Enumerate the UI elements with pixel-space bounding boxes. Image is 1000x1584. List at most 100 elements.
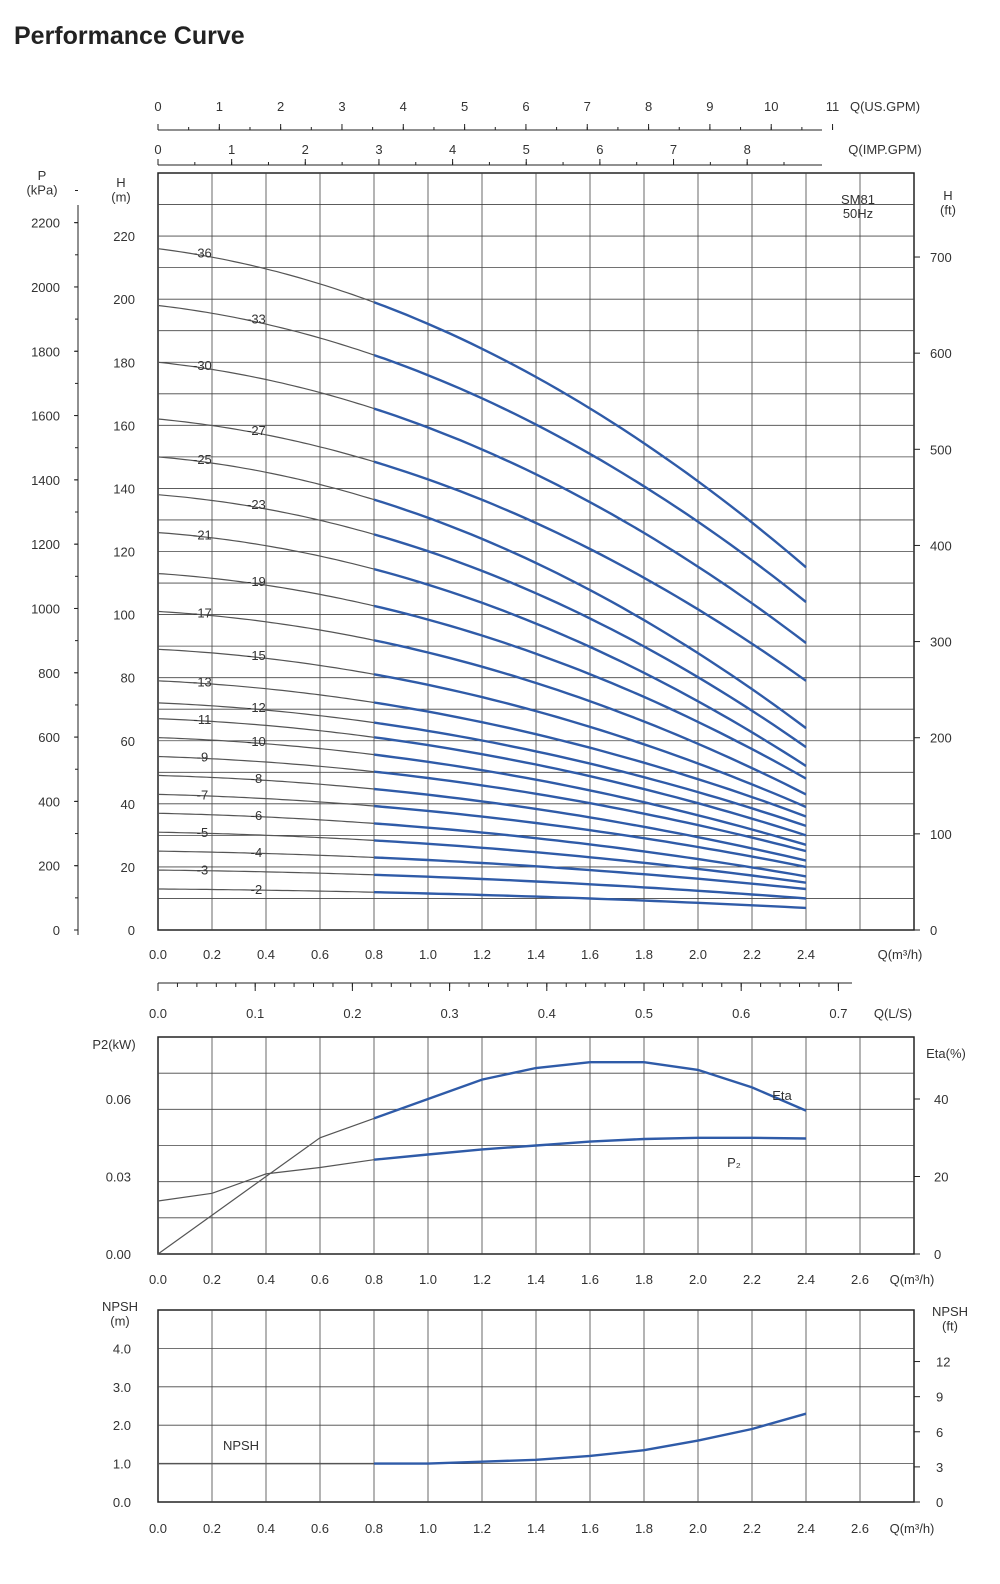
head-curve-low-flow <box>157 774 375 790</box>
npsh-x-tick-label: 0.4 <box>257 1521 275 1536</box>
power-x-tick-label: 0.0 <box>149 1272 167 1287</box>
npsh-ft-tick-label: 6 <box>936 1425 943 1440</box>
imp-gpm-tick-label: 6 <box>596 142 603 157</box>
head-x-tick-label: 1.0 <box>419 947 437 962</box>
head-curve <box>373 353 807 603</box>
head-ft-tick-label: 500 <box>930 442 952 457</box>
head-curve-label: -8 <box>251 771 263 786</box>
pressure-tick-label: 600 <box>38 730 60 745</box>
eta-axis-title: Eta(%) <box>926 1046 966 1061</box>
ls-tick-label: 0.0 <box>149 1006 167 1021</box>
head-m-tick-label: 220 <box>113 229 135 244</box>
head-ft-tick-label: 700 <box>930 250 952 265</box>
head-curve <box>373 639 807 796</box>
head-curve <box>373 787 807 862</box>
npsh-x-tick-label: 1.0 <box>419 1521 437 1536</box>
npsh-x-tick-label: 2.2 <box>743 1521 761 1536</box>
power-kw-tick-label: 0.06 <box>106 1092 131 1107</box>
npsh-m-tick-label: 1.0 <box>113 1457 131 1472</box>
pressure-tick-label: 0 <box>53 923 60 938</box>
head-curve <box>373 301 807 569</box>
head-x-tick-label: 2.4 <box>797 947 815 962</box>
npsh-x-tick-label: 1.8 <box>635 1521 653 1536</box>
head-curve-low-flow <box>157 573 375 607</box>
eta-tick-label: 20 <box>934 1170 948 1185</box>
head-curve-low-flow <box>158 888 375 893</box>
head-curve-label: -36 <box>193 245 212 260</box>
head-m-tick-label: 180 <box>113 355 135 370</box>
us-gpm-tick-label: 4 <box>400 99 407 114</box>
ls-tick-label: 0.7 <box>829 1006 847 1021</box>
pressure-tick-label: 1000 <box>31 601 60 616</box>
head-curve-low-flow <box>158 869 375 876</box>
ls-tick-label: 0.3 <box>441 1006 459 1021</box>
head-curve <box>373 736 807 837</box>
ls-tick-label: 0.5 <box>635 1006 653 1021</box>
npsh-m-axis-title: NPSH (m) <box>102 1299 138 1328</box>
head-curve-label: -10 <box>247 734 266 749</box>
npsh-curve-label: NPSH <box>223 1438 259 1453</box>
head-x-axis-title: Q(m³/h) <box>878 947 923 962</box>
head-ft-tick-label: 0 <box>930 923 937 938</box>
npsh-x-tick-label: 2.4 <box>797 1521 815 1536</box>
head-curve <box>373 673 807 809</box>
head-curve-low-flow <box>157 812 375 824</box>
efficiency-curve-label: Eta <box>772 1088 792 1103</box>
head-m-tick-label: 200 <box>113 292 135 307</box>
us-gpm-tick-label: 3 <box>338 99 345 114</box>
power-x-tick-label: 1.8 <box>635 1272 653 1287</box>
npsh-x-tick-label: 1.4 <box>527 1521 545 1536</box>
frequency-label: 50Hz <box>843 206 873 221</box>
head-curve-label: -25 <box>193 452 212 467</box>
head-curve-label: -19 <box>247 574 266 589</box>
head-m-axis-title: H (m) <box>111 175 131 204</box>
head-curve <box>373 753 807 846</box>
npsh-x-tick-label: 0.0 <box>149 1521 167 1536</box>
pressure-tick-label: 1400 <box>31 473 60 488</box>
power-kw-axis-title: P2(kW) <box>92 1037 135 1052</box>
power-kw-tick-label: 0.03 <box>106 1170 131 1185</box>
us-gpm-tick-label: 2 <box>277 99 284 114</box>
imp-gpm-axis-title: Q(IMP.GPM) <box>848 142 921 157</box>
head-curve-label: -23 <box>247 497 266 512</box>
npsh-m-tick-label: 2.0 <box>113 1418 131 1433</box>
npsh-x-tick-label: 1.2 <box>473 1521 491 1536</box>
head-ft-tick-label: 300 <box>930 635 952 650</box>
head-m-tick-label: 160 <box>113 418 135 433</box>
head-m-tick-label: 100 <box>113 608 135 623</box>
efficiency-curve <box>373 1061 807 1120</box>
head-curve-low-flow <box>157 610 375 641</box>
head-curve <box>373 604 807 780</box>
imp-gpm-tick-label: 1 <box>228 142 235 157</box>
power-x-tick-label: 2.2 <box>743 1272 761 1287</box>
imp-gpm-tick-label: 0 <box>154 142 161 157</box>
imp-gpm-tick-label: 3 <box>375 142 382 157</box>
head-x-tick-label: 2.2 <box>743 947 761 962</box>
us-gpm-tick-label: 11 <box>826 99 840 114</box>
npsh-ft-tick-label: 9 <box>936 1390 943 1405</box>
npsh-ft-axis-title: NPSH (ft) <box>932 1304 968 1333</box>
head-curve <box>373 567 807 768</box>
head-m-tick-label: 60 <box>121 734 135 749</box>
head-curve <box>373 856 807 891</box>
us-gpm-tick-label: 8 <box>645 99 652 114</box>
model-label: SM81 <box>841 192 875 207</box>
pressure-tick-label: 800 <box>38 666 60 681</box>
head-curve-label: -15 <box>247 648 266 663</box>
head-curve-label: -11 <box>193 712 211 727</box>
imp-gpm-tick-label: 8 <box>744 142 751 157</box>
head-x-tick-label: 0.4 <box>257 947 275 962</box>
npsh-x-tick-label: 0.6 <box>311 1521 329 1536</box>
pressure-tick-label: 2000 <box>31 280 60 295</box>
power-x-tick-label: 2.4 <box>797 1272 815 1287</box>
pressure-tick-label: 400 <box>38 794 60 809</box>
head-curve <box>373 498 807 730</box>
head-curve-low-flow <box>157 494 375 535</box>
head-curve-low-flow <box>157 456 375 501</box>
head-x-tick-label: 0.6 <box>311 947 329 962</box>
npsh-x-tick-label: 2.0 <box>689 1521 707 1536</box>
head-curve <box>373 822 807 878</box>
head-m-tick-label: 40 <box>121 797 135 812</box>
head-curve-low-flow <box>157 702 375 724</box>
head-curve-label: -2 <box>251 882 263 897</box>
